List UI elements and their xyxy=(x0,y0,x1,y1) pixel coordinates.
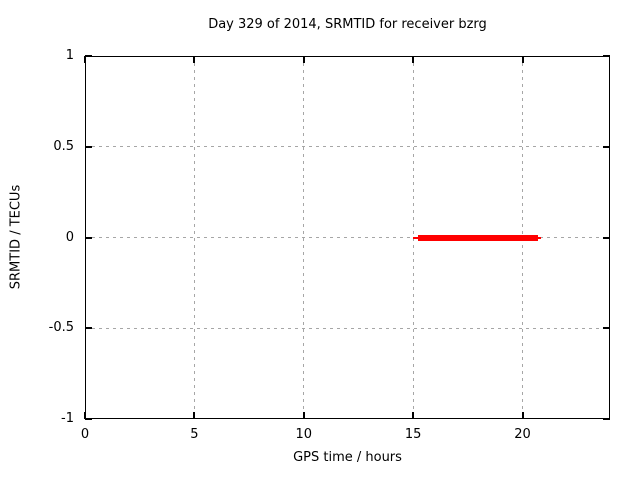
y-tick-mark xyxy=(85,55,92,57)
y-tick-label: -0.5 xyxy=(48,320,74,336)
y-tick-mark xyxy=(85,145,92,148)
y-tick-label: 1 xyxy=(65,48,74,63)
x-tick-mark xyxy=(193,56,196,63)
x-tick-mark xyxy=(193,412,196,419)
x-tick-mark xyxy=(521,412,524,419)
y-tick-mark xyxy=(603,418,610,420)
x-tick-mark xyxy=(412,56,415,63)
x-tick-mark xyxy=(302,56,305,63)
x-tick-label: 0 xyxy=(80,427,90,442)
data-line-segment xyxy=(417,234,539,241)
y-tick-label: 0.5 xyxy=(53,138,74,154)
x-tick-mark xyxy=(84,56,86,63)
x-tick-mark xyxy=(412,412,415,419)
chart-title: Day 329 of 2014, SRMTID for receiver bzr… xyxy=(208,17,487,32)
y-tick-mark xyxy=(603,145,610,148)
x-tick-mark xyxy=(521,56,524,63)
y-tick-mark xyxy=(603,327,610,330)
y-axis-label: SRMTID / TECUs xyxy=(8,184,24,290)
x-tick-label: 15 xyxy=(404,427,422,442)
y-tick-mark xyxy=(603,236,610,239)
gridline-horizontal xyxy=(85,146,610,148)
y-tick-label: 0 xyxy=(65,229,74,245)
y-tick-mark xyxy=(603,55,610,57)
x-tick-mark xyxy=(302,412,305,419)
y-tick-label: -1 xyxy=(61,411,74,426)
plot-area: 0 5 10 15 20 -1 -0.5 0 0.5 1 xyxy=(49,48,610,442)
y-tick-mark xyxy=(85,327,92,330)
x-tick-label: 20 xyxy=(514,427,531,442)
gridline-horizontal xyxy=(85,327,610,329)
x-tick-mark xyxy=(84,412,86,419)
gridline-horizontal xyxy=(85,237,610,238)
x-tick-label: 5 xyxy=(190,427,199,442)
y-tick-mark xyxy=(85,418,92,420)
x-axis-label: GPS time / hours xyxy=(293,450,402,465)
x-tick-label: 10 xyxy=(295,427,313,442)
y-tick-mark xyxy=(85,236,92,239)
